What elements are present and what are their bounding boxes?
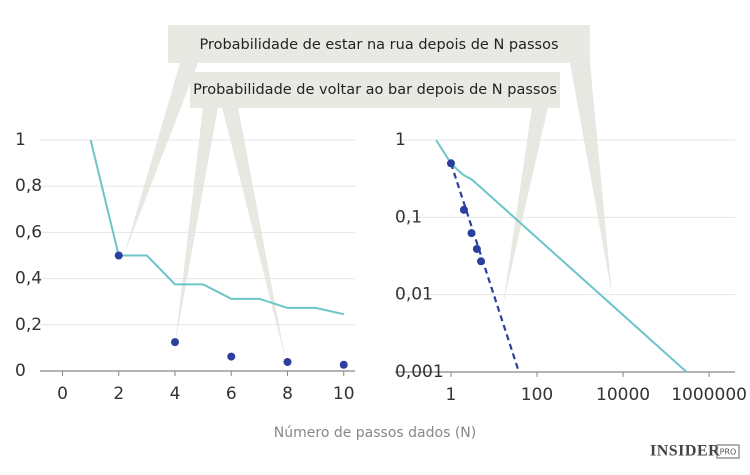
x-tick-label: 8 xyxy=(282,384,293,404)
y-tick-label: 0 xyxy=(15,361,26,381)
brand-box xyxy=(716,444,740,459)
data-line xyxy=(89,139,344,316)
data-point xyxy=(227,352,236,361)
data-point xyxy=(459,205,468,214)
data-point xyxy=(472,244,481,253)
pointer xyxy=(503,107,548,305)
x-tick-label: 1000000 xyxy=(671,385,747,405)
y-tick-label: 0,001 xyxy=(395,362,444,382)
x-tick-label: 100 xyxy=(521,385,553,405)
x-axis-label: Número de passos dados (N) xyxy=(274,425,476,441)
callout-text: Probabilidade de voltar ao bar depois de… xyxy=(193,82,557,98)
y-tick-label: 0,4 xyxy=(15,269,42,289)
callout-box xyxy=(190,72,560,108)
y-tick-label: 0,1 xyxy=(395,207,422,227)
y-tick-label: 0,8 xyxy=(15,176,42,196)
data-point xyxy=(283,357,292,366)
y-tick-label: 0,01 xyxy=(395,285,433,305)
y-tick-label: 1 xyxy=(15,130,26,150)
callout-text: Probabilidade de estar na rua depois de … xyxy=(199,37,558,53)
data-point xyxy=(467,229,476,238)
pointer xyxy=(222,107,286,362)
data-line xyxy=(435,139,688,373)
x-tick-label: 0 xyxy=(57,384,68,404)
pointer xyxy=(175,107,218,345)
x-tick-label: 2 xyxy=(113,384,124,404)
y-tick-label: 0,2 xyxy=(15,315,42,335)
brand-tag: PRO xyxy=(720,448,737,457)
brand: INSIDER xyxy=(650,443,720,460)
data-point xyxy=(446,159,455,168)
y-tick-label: 1 xyxy=(395,130,406,150)
data-point xyxy=(114,251,123,260)
pointer xyxy=(570,63,612,295)
data-point xyxy=(171,338,179,347)
data-line xyxy=(449,162,520,373)
x-tick-label: 1 xyxy=(446,385,457,405)
data-point xyxy=(339,360,348,369)
x-tick-label: 10 xyxy=(333,384,355,404)
x-tick-label: 6 xyxy=(226,384,237,404)
pointer xyxy=(124,63,198,255)
y-tick-label: 0,6 xyxy=(15,222,42,242)
x-tick-label: 10000 xyxy=(596,385,650,405)
x-tick-label: 4 xyxy=(170,384,181,404)
callout-box xyxy=(168,25,590,63)
callout-pointers xyxy=(124,63,612,362)
data-point xyxy=(477,257,486,266)
